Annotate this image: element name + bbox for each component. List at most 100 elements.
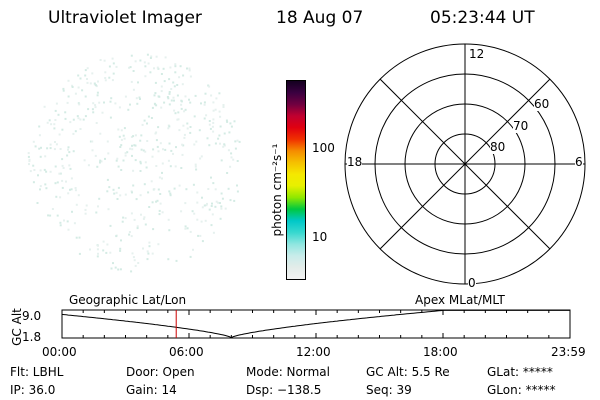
uv-speckle <box>167 97 170 100</box>
uv-speckle <box>117 165 120 168</box>
uv-speckle <box>160 90 163 93</box>
uv-speckle <box>147 115 150 118</box>
uv-speckle <box>186 227 189 230</box>
uv-speckle <box>203 117 206 120</box>
uv-speckle <box>212 231 215 234</box>
uv-speckle <box>196 218 199 221</box>
uv-speckle <box>199 157 202 160</box>
info-dsp: Dsp: −138.5 <box>246 383 322 397</box>
uv-speckle <box>103 101 105 104</box>
uv-speckle <box>106 190 109 193</box>
uv-speckle <box>139 98 141 100</box>
uv-speckle <box>75 236 78 239</box>
uv-speckle <box>100 160 103 163</box>
uv-speckle <box>61 179 64 182</box>
uv-speckle <box>61 158 64 161</box>
uv-speckle <box>174 165 177 168</box>
uv-speckle <box>209 127 212 130</box>
uv-speckle <box>73 222 76 225</box>
uv-speckle <box>57 113 60 116</box>
uv-speckle <box>32 181 35 184</box>
uv-speckle <box>233 120 236 123</box>
uv-speckle <box>226 172 229 174</box>
uv-speckle <box>172 96 175 99</box>
uv-speckle <box>55 195 58 198</box>
uv-speckle <box>168 190 171 193</box>
uv-speckle <box>66 154 69 157</box>
uv-speckle <box>132 88 135 91</box>
uv-speckle <box>39 155 42 158</box>
uv-speckle <box>176 94 179 97</box>
uv-speckle <box>66 220 69 223</box>
uv-speckle <box>140 134 143 137</box>
uv-speckle <box>229 122 232 125</box>
uv-speckle <box>77 86 80 89</box>
uv-speckle <box>157 126 160 129</box>
uv-speckle <box>72 150 75 153</box>
altitude-curve <box>61 309 570 339</box>
uv-speckle <box>126 151 129 154</box>
uv-speckle <box>82 118 85 121</box>
uv-speckle <box>45 170 48 173</box>
uv-speckle <box>139 170 142 172</box>
uv-speckle <box>95 122 98 124</box>
uv-speckle <box>94 106 97 109</box>
uv-speckle <box>108 65 111 68</box>
uv-speckle <box>79 128 82 130</box>
uv-speckle <box>71 86 74 88</box>
uv-speckle <box>63 219 65 222</box>
uv-speckle <box>144 65 147 68</box>
uv-speckle <box>154 92 157 95</box>
uv-speckle <box>84 95 87 98</box>
uv-speckle <box>142 217 145 220</box>
uv-speckle <box>130 54 133 57</box>
uv-speckle <box>151 201 154 204</box>
uv-speckle <box>59 196 62 199</box>
uv-speckle <box>131 154 133 157</box>
uv-speckle <box>84 212 87 215</box>
uv-speckle <box>115 191 118 194</box>
uv-speckle <box>112 188 115 191</box>
uv-speckle <box>139 162 142 165</box>
uv-speckle <box>227 149 230 152</box>
uv-speckle <box>156 145 159 148</box>
uv-speckle <box>124 154 127 157</box>
uv-speckle <box>174 71 177 74</box>
uv-speckle <box>219 217 222 220</box>
uv-speckle <box>132 256 135 259</box>
uv-speckle <box>29 170 32 173</box>
uv-speckle <box>85 204 88 207</box>
uv-speckle <box>54 141 56 143</box>
uv-speckle <box>106 178 109 181</box>
uv-speckle <box>189 131 192 134</box>
uv-speckle <box>153 188 156 191</box>
uv-speckle <box>161 162 164 165</box>
uv-speckle <box>189 126 192 128</box>
uv-speckle <box>232 158 235 161</box>
uv-speckle <box>152 228 155 231</box>
uv-speckle <box>61 128 64 131</box>
uv-speckle <box>222 104 225 106</box>
uv-speckle <box>134 134 137 137</box>
uv-speckle <box>72 132 75 135</box>
uv-speckle <box>95 84 97 87</box>
uv-speckle <box>67 148 69 151</box>
uv-speckle <box>28 163 30 166</box>
uv-speckle <box>214 142 217 145</box>
uv-speckle <box>184 202 187 205</box>
uv-speckle <box>62 167 65 169</box>
uv-speckle <box>99 161 101 164</box>
uv-speckle <box>204 92 207 95</box>
uv-speckle <box>184 108 187 111</box>
uv-speckle <box>142 149 145 152</box>
uv-speckle <box>46 147 49 150</box>
uv-image-speckles <box>27 53 241 273</box>
uv-speckle <box>188 67 191 70</box>
uv-speckle <box>189 75 192 78</box>
uv-speckle <box>192 248 194 251</box>
uv-speckle <box>194 163 197 166</box>
uv-speckle <box>210 176 212 179</box>
uv-speckle <box>95 211 98 214</box>
uv-speckle <box>215 200 218 203</box>
apex-title: Apex MLat/MLT <box>415 293 505 307</box>
